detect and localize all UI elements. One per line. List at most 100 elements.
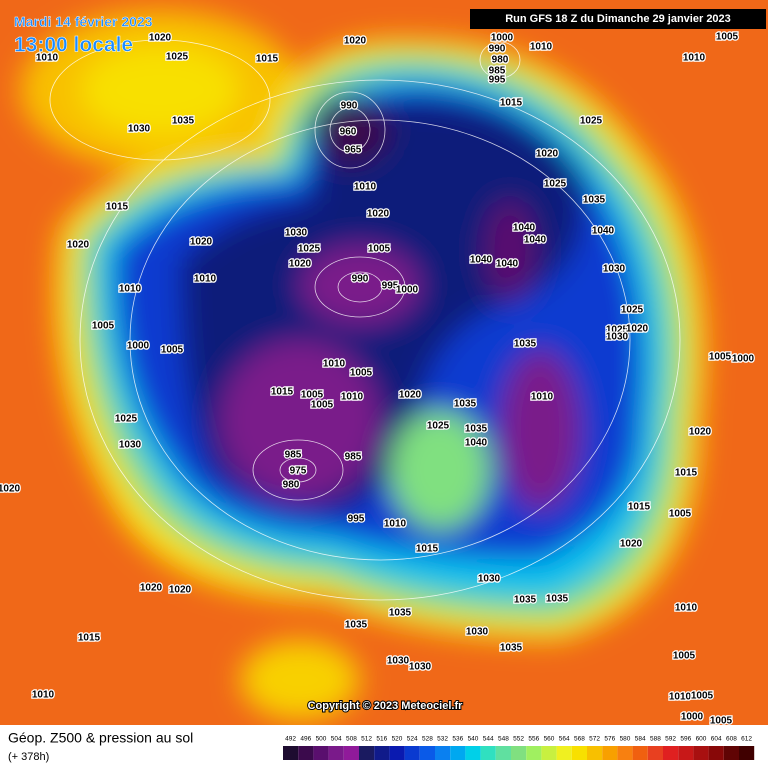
pressure-label: 1005	[669, 509, 692, 520]
scale-swatch	[556, 746, 572, 760]
pressure-label: 1030	[387, 656, 410, 667]
pressure-label: 1020	[149, 33, 172, 44]
pressure-label: 1010	[384, 519, 407, 530]
pressure-label: 990	[341, 101, 358, 112]
pressure-label: 1020	[67, 240, 90, 251]
pressure-label: 1005	[301, 390, 324, 401]
scale-label: 552	[513, 736, 524, 743]
pressure-label: 985	[285, 450, 302, 461]
scale-label: 496	[300, 736, 311, 743]
scale-label: 532	[437, 736, 448, 743]
pressure-label: 1015	[675, 468, 698, 479]
scale-swatch	[617, 746, 633, 760]
pressure-label: 1005	[691, 691, 714, 702]
scale-swatch	[647, 746, 663, 760]
pressure-label: 1020	[169, 585, 192, 596]
scale-swatch	[328, 746, 344, 760]
scale-swatch	[678, 746, 694, 760]
pressure-label: 1030	[603, 264, 626, 275]
scale-swatch	[739, 746, 755, 760]
scale-swatch	[693, 746, 709, 760]
pressure-label: 1010	[675, 603, 698, 614]
pressure-label: 1035	[345, 620, 368, 631]
pressure-label: 1000	[681, 712, 704, 723]
scale-label: 548	[498, 736, 509, 743]
pressure-label: 1010	[341, 392, 364, 403]
pressure-label: 1000	[127, 341, 150, 352]
pressure-label: 1000	[491, 33, 514, 44]
pressure-label: 1015	[78, 633, 101, 644]
run-info: Run GFS 18 Z du Dimanche 29 janvier 2023	[505, 13, 731, 25]
pressure-label: 1030	[478, 574, 501, 585]
copyright: Copyright © 2023 Meteociel.fr	[308, 700, 464, 712]
scale-swatch	[465, 746, 481, 760]
scale-label: 528	[422, 736, 433, 743]
pressure-label: 1020	[536, 149, 559, 160]
scale-swatch	[389, 746, 405, 760]
pressure-label: 1025	[427, 421, 450, 432]
scale-swatch	[526, 746, 542, 760]
scale-label: 524	[407, 736, 418, 743]
scale-label: 592	[665, 736, 676, 743]
pressure-label: 1015	[416, 544, 439, 555]
scale-swatch	[419, 746, 435, 760]
pressure-label: 1040	[592, 226, 615, 237]
pressure-label: 1005	[92, 321, 115, 332]
pressure-label: 995	[489, 75, 506, 86]
scale-label: 588	[650, 736, 661, 743]
pressure-label: 1020	[689, 427, 712, 438]
scale-swatch	[450, 746, 466, 760]
pressure-label: 1010	[683, 53, 706, 64]
scale-label: 596	[680, 736, 691, 743]
scale-swatch	[541, 746, 557, 760]
pressure-label: 1020	[0, 484, 21, 495]
color-scale: 492 496 500 504 508 512 516 520 524 528 532 536 540 5…	[283, 736, 755, 760]
pressure-label: 990	[352, 274, 369, 285]
pressure-label: 980	[283, 480, 300, 491]
date: Mardi 14 février 2023	[14, 14, 153, 30]
scale-swatch	[495, 746, 511, 760]
pressure-label: 1035	[465, 424, 488, 435]
pressure-label: 1035	[172, 116, 195, 127]
pressure-label: 1035	[514, 595, 537, 606]
pressure-label: 995	[348, 514, 365, 525]
pressure-label: 990	[489, 44, 506, 55]
pressure-label: 1025	[166, 52, 189, 63]
local-time: 13:00 locale	[14, 34, 133, 57]
scale-swatch	[602, 746, 618, 760]
pressure-label: 1020	[620, 539, 643, 550]
pressure-label: 1020	[367, 209, 390, 220]
pressure-label: 1030	[119, 440, 142, 451]
scale-swatch	[313, 746, 329, 760]
pressure-label: 1025	[115, 414, 138, 425]
pressure-label: 980	[492, 55, 509, 66]
pressure-label: 1040	[524, 235, 547, 246]
pressure-label: 1005	[710, 716, 733, 727]
pressure-label: 1035	[546, 594, 569, 605]
pressure-label: 1035	[454, 399, 477, 410]
pressure-label: 960	[340, 127, 357, 138]
pressure-label: 1030	[606, 332, 629, 343]
pressure-label: 1010	[194, 274, 217, 285]
pressure-label: 1020	[344, 36, 367, 47]
pressure-label: 1005	[368, 244, 391, 255]
scale-label: 572	[589, 736, 600, 743]
pressure-label: 985	[489, 66, 506, 77]
scale-label: 520	[392, 736, 403, 743]
pressure-label: 1020	[626, 324, 649, 335]
scale-label: 508	[346, 736, 357, 743]
pressure-label: 1010	[36, 53, 59, 64]
scale-label: 536	[452, 736, 463, 743]
scale-swatch	[435, 746, 451, 760]
forecast-hour: (+ 378h)	[8, 751, 49, 763]
pressure-label: 1005	[673, 651, 696, 662]
pressure-label: 1020	[140, 583, 163, 594]
scale-label: 580	[620, 736, 631, 743]
scale-swatch	[343, 746, 359, 760]
scale-swatch	[632, 746, 648, 760]
pressure-label: 985	[345, 452, 362, 463]
pressure-label: 965	[345, 145, 362, 156]
pressure-label: 1020	[399, 390, 422, 401]
scale-swatch	[571, 746, 587, 760]
